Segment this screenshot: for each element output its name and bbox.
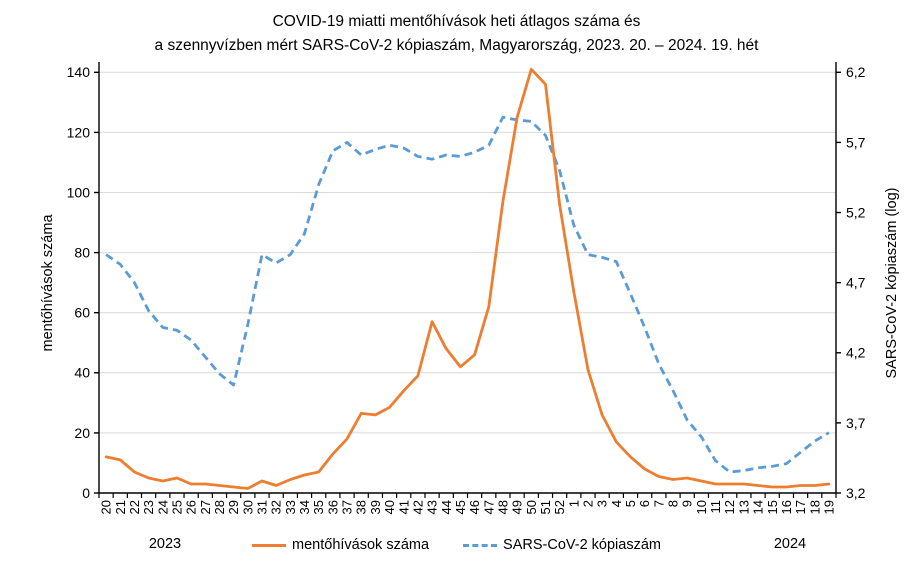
- x-tick-label: 43: [425, 500, 440, 514]
- left-tick-label: 80: [74, 245, 90, 261]
- right-tick-label: 3,2: [846, 485, 866, 501]
- legend-label-sars-cov-2-copies: SARS-CoV-2 kópiaszám: [503, 537, 661, 553]
- x-tick-label: 29: [226, 500, 241, 514]
- x-tick-label: 8: [666, 500, 681, 507]
- right-tick-label: 3,7: [846, 415, 866, 431]
- x-tick-label: 1: [566, 500, 581, 507]
- x-tick-label: 42: [410, 500, 425, 514]
- x-tick-label: 52: [552, 500, 567, 514]
- x-tick-label: 18: [807, 500, 822, 514]
- left-tick-label: 0: [82, 485, 90, 501]
- x-tick-label: 23: [141, 500, 156, 514]
- x-tick-label: 22: [127, 500, 142, 514]
- x-tick-label: 17: [793, 500, 808, 514]
- left-axis-title: mentőhívások száma: [40, 214, 56, 352]
- left-tick-label: 40: [74, 365, 90, 381]
- left-tick-label: 60: [74, 305, 90, 321]
- x-tick-label: 35: [311, 500, 326, 514]
- x-tick-label: 41: [396, 500, 411, 514]
- x-tick-label: 51: [538, 500, 553, 514]
- left-tick-label: 100: [67, 184, 91, 200]
- x-tick-label: 37: [340, 500, 355, 514]
- orange-solid-line-sample: [252, 543, 287, 547]
- left-tick-label: 120: [67, 124, 91, 140]
- x-tick-label: 27: [198, 500, 213, 514]
- blue-dashed-line-sample: [463, 543, 498, 547]
- x-tick-label: 2: [581, 500, 596, 507]
- x-tick-label: 19: [821, 500, 836, 514]
- year-label-2024: 2024: [773, 536, 807, 552]
- ambulance-calls-line: [104, 67, 831, 490]
- right-tick-label: 4,2: [846, 345, 866, 361]
- left-tick-label: 140: [67, 64, 91, 80]
- x-tick-label: 32: [269, 500, 284, 514]
- right-tick-label: 6,2: [846, 64, 866, 80]
- chart-title-line2: a szennyvízben mért SARS-CoV-2 kópiaszám…: [154, 37, 759, 54]
- x-tick-label: 16: [779, 500, 794, 514]
- data-series: [104, 67, 831, 490]
- x-tick-label: 7: [651, 500, 666, 507]
- right-tick-label: 5,7: [846, 134, 866, 150]
- right-tick-label: 4,7: [846, 275, 866, 291]
- chart-title: COVID-19 miatti mentőhívások heti átlago…: [0, 10, 913, 58]
- x-tick-label: 6: [637, 500, 652, 507]
- x-tick-label: 28: [212, 500, 227, 514]
- x-tick-label: 25: [170, 500, 185, 514]
- x-tick-label: 48: [495, 500, 510, 514]
- x-tick-label: 9: [680, 500, 695, 507]
- x-tick-label: 45: [453, 500, 468, 514]
- left-tick-label: 20: [74, 425, 90, 441]
- x-tick-label: 5: [623, 500, 638, 507]
- x-tick-label: 10: [694, 500, 709, 514]
- x-tick-label: 21: [113, 500, 128, 514]
- axes: [94, 62, 841, 498]
- right-axis-title: SARS-CoV-2 kópiaszám (log): [884, 188, 900, 379]
- x-tick-label: 39: [368, 500, 383, 514]
- tick-labels: 0204060801001201403,23,74,24,75,25,76,22…: [67, 64, 866, 514]
- x-tick-label: 4: [609, 500, 624, 507]
- x-tick-label: 36: [325, 500, 340, 514]
- x-tick-label: 26: [184, 500, 199, 514]
- chart-title-line1: COVID-19 miatti mentőhívások heti átlago…: [272, 13, 641, 30]
- legend-label-ambulance-calls: mentőhívások száma: [292, 537, 430, 553]
- gridlines: [99, 71, 836, 434]
- x-tick-label: 15: [765, 500, 780, 514]
- sars-cov-2-copies-line: [105, 115, 830, 474]
- x-tick-label: 11: [708, 500, 723, 514]
- x-tick-label: 30: [240, 500, 255, 514]
- x-tick-label: 33: [283, 500, 298, 514]
- x-tick-label: 34: [297, 500, 312, 514]
- x-tick-label: 24: [155, 500, 170, 514]
- x-tick-label: 47: [481, 500, 496, 514]
- x-tick-label: 44: [439, 500, 454, 514]
- year-label-2023: 2023: [148, 536, 182, 552]
- right-tick-label: 5,2: [846, 204, 866, 220]
- x-tick-label: 20: [99, 500, 114, 514]
- x-tick-label: 13: [736, 500, 751, 514]
- x-tick-label: 50: [524, 500, 539, 514]
- x-tick-label: 14: [751, 500, 766, 514]
- legend: mentőhívások száma SARS-CoV-2 kópiaszám: [0, 537, 913, 553]
- x-tick-label: 31: [255, 500, 270, 514]
- x-tick-label: 40: [382, 500, 397, 514]
- x-tick-label: 49: [510, 500, 525, 514]
- x-tick-label: 12: [722, 500, 737, 514]
- legend-item-sars-cov-2-copies: SARS-CoV-2 kópiaszám: [463, 537, 661, 553]
- x-tick-label: 38: [354, 500, 369, 514]
- x-tick-label: 3: [595, 500, 610, 507]
- legend-item-ambulance-calls: mentőhívások száma: [252, 537, 429, 553]
- x-tick-label: 46: [467, 500, 482, 514]
